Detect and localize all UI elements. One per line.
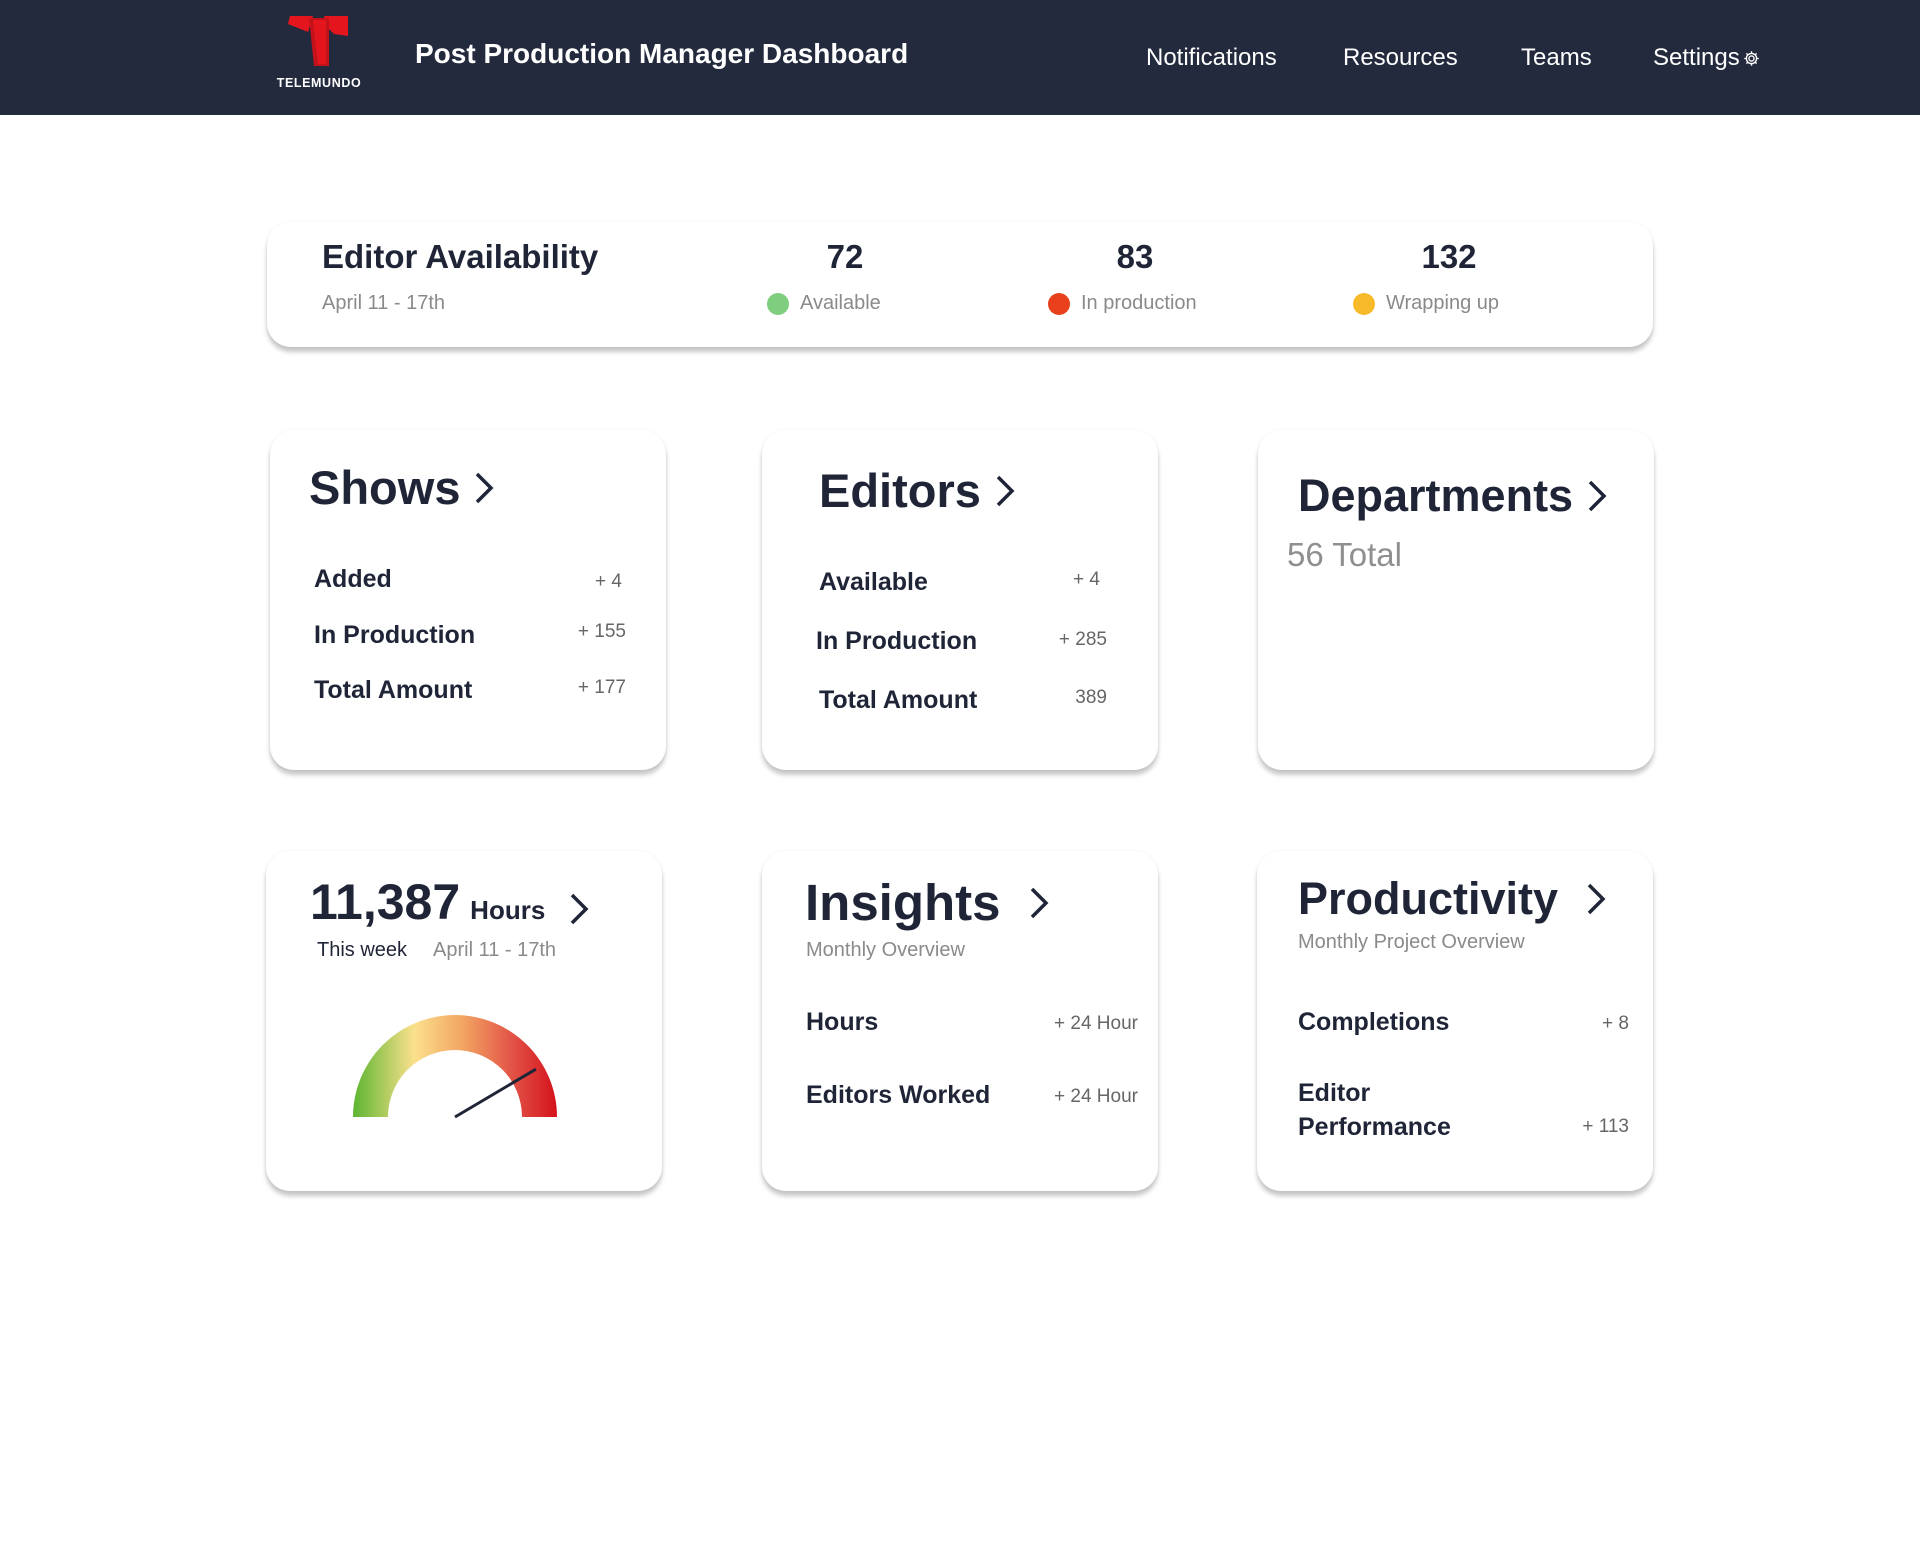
chevron-right-icon [571,893,589,925]
insights-hours-value: + 24 Hour [1054,1013,1138,1034]
editors-total-label: Total Amount [819,686,978,714]
departments-title-text: Departments [1298,470,1574,521]
shows-title-text: Shows [309,461,461,514]
productivity-completions-value: + 8 [1602,1013,1629,1034]
shows-added-label: Added [314,565,392,593]
available-text: Available [800,292,881,314]
available-label: Available [767,292,881,315]
gear-icon [1743,50,1759,66]
nav-notifications[interactable]: Notifications [1146,44,1277,71]
shows-total-label: Total Amount [314,676,473,704]
productivity-performance-label: Performance [1298,1113,1451,1141]
editors-total-value: 389 [1075,687,1107,708]
editor-availability-card: Editor Availability April 11 - 17th 72 A… [267,222,1653,347]
editors-in-production-value: + 285 [1058,629,1107,650]
insights-hours-label: Hours [806,1008,879,1036]
chevron-right-icon [1588,480,1607,512]
hours-card[interactable]: 11,387 Hours This week April 11 - 17th [266,851,662,1191]
productivity-title[interactable]: Productivity [1298,873,1606,925]
app-title: Post Production Manager Dashboard [415,38,909,69]
editors-card[interactable]: Editors Available + 4 In Production + 28… [762,430,1158,770]
productivity-subtitle: Monthly Project Overview [1298,931,1525,953]
logo-text: TELEMUNDO [276,76,362,90]
top-bar: TELEMUNDO Post Production Manager Dashbo… [0,0,1920,115]
insights-title[interactable]: Insights [805,873,1049,932]
hours-period: This week [317,939,408,961]
availability-title: Editor Availability [322,238,599,275]
gauge-arc [353,1015,557,1117]
productivity-completions-label: Completions [1298,1008,1450,1036]
insights-card[interactable]: Insights Monthly Overview Hours + 24 Hou… [762,851,1158,1191]
shows-total-value: + 177 [577,677,626,698]
shows-added-value: + 4 [595,571,622,592]
editors-in-production-label: In Production [816,627,978,655]
shows-in-production-label: In Production [314,621,476,649]
departments-total: 56 Total [1287,536,1402,573]
available-count: 72 [826,238,864,275]
nav-settings[interactable]: Settings [1653,44,1760,72]
productivity-title-text: Productivity [1298,873,1559,924]
departments-card[interactable]: Departments 56 Total [1258,430,1654,770]
in-production-text: In production [1081,292,1197,314]
nav-settings-label: Settings [1653,44,1740,71]
editors-title-text: Editors [819,464,981,517]
in-production-label: In production [1048,292,1197,315]
wrapping-up-text: Wrapping up [1386,292,1500,314]
editors-available-label: Available [819,568,928,596]
insights-subtitle: Monthly Overview [806,939,965,961]
editors-available-value: + 4 [1073,569,1100,590]
insights-editors-worked-value: + 24 Hour [1054,1086,1138,1107]
nav-resources[interactable]: Resources [1343,44,1458,71]
insights-title-text: Insights [805,874,1001,931]
logo-t-icon [288,16,348,66]
shows-card[interactable]: Shows Added + 4 In Production + 155 Tota… [270,430,666,770]
shows-title[interactable]: Shows [309,460,494,515]
productivity-card[interactable]: Productivity Monthly Project Overview Co… [1257,851,1653,1191]
shows-in-production-value: + 155 [577,621,626,642]
in-production-count: 83 [1116,238,1154,275]
nav-teams[interactable]: Teams [1521,44,1592,71]
departments-title[interactable]: Departments [1298,470,1607,522]
yellow-status-dot [1353,292,1375,315]
hours-date: April 11 - 17th [433,939,557,961]
wrapping-up-count: 132 [1421,238,1477,275]
chevron-right-icon [1587,883,1606,915]
hours-gauge [353,1015,557,1119]
red-status-dot [1048,292,1070,315]
chevron-right-icon [1030,887,1048,918]
telemundo-logo[interactable]: TELEMUNDO [274,14,364,94]
chevron-right-icon [996,475,1015,506]
hours-value: 11,387 [310,874,461,930]
gauge-needle [454,1067,537,1119]
hours-unit: Hours [470,894,546,925]
chevron-right-icon [476,472,494,503]
insights-editors-worked-label: Editors Worked [806,1081,991,1109]
hours-title[interactable]: 11,387 Hours [310,873,589,931]
productivity-editor-label: Editor [1298,1079,1371,1107]
green-status-dot [767,292,789,315]
productivity-performance-value: + 113 [1582,1116,1629,1137]
availability-date: April 11 - 17th [322,292,446,314]
editors-title[interactable]: Editors [819,463,1015,518]
wrapping-up-label: Wrapping up [1353,292,1499,315]
